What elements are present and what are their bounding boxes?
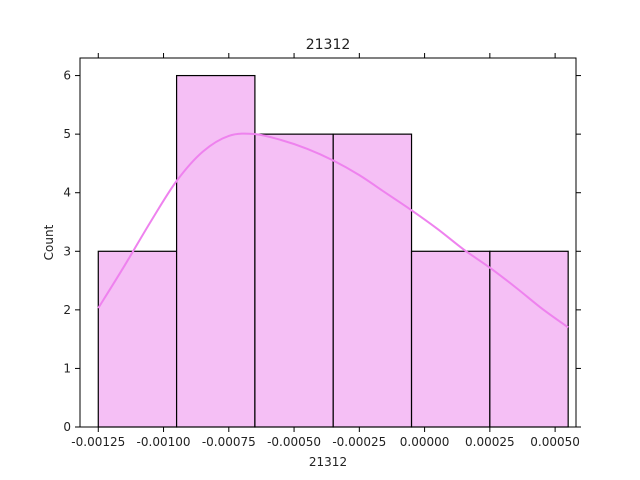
y-tick-label: 1 — [63, 361, 71, 375]
x-tick-label: -0.00075 — [202, 435, 256, 449]
y-tick-label: 4 — [63, 186, 71, 200]
x-tick-label: 0.00025 — [465, 435, 515, 449]
histogram-bars — [97, 74, 569, 428]
y-tick-label: 6 — [63, 69, 71, 83]
plot-frame — [79, 57, 577, 428]
histogram-bar — [254, 133, 334, 428]
x-axis-ticks: -0.00125 -0.00100 -0.00075 -0.00050 -0.00025… — [71, 53, 580, 449]
histogram-bar — [332, 133, 413, 428]
y-tick-label: 2 — [63, 303, 71, 317]
x-tick-label: -0.00100 — [137, 435, 191, 449]
x-axis-label: 21312 — [309, 455, 347, 469]
y-tick-label: 0 — [63, 420, 71, 434]
histogram-bar — [410, 250, 491, 428]
chart-title: 21312 — [306, 37, 351, 53]
y-tick-label: 5 — [63, 127, 71, 141]
histogram-bar — [489, 250, 569, 428]
x-tick-label: 0.00000 — [400, 435, 450, 449]
y-axis-label: Count — [42, 224, 56, 260]
y-tick-label: 3 — [63, 244, 71, 258]
x-tick-label: -0.00125 — [71, 435, 125, 449]
x-tick-label: -0.00025 — [332, 435, 386, 449]
histogram-bar — [175, 74, 256, 428]
kde-curve — [97, 132, 569, 329]
histogram-bar — [97, 250, 178, 428]
x-tick-label: 0.00050 — [530, 435, 580, 449]
y-axis-ticks: 0 1 2 3 4 5 6 — [63, 69, 581, 434]
x-tick-label: -0.00050 — [267, 435, 321, 449]
